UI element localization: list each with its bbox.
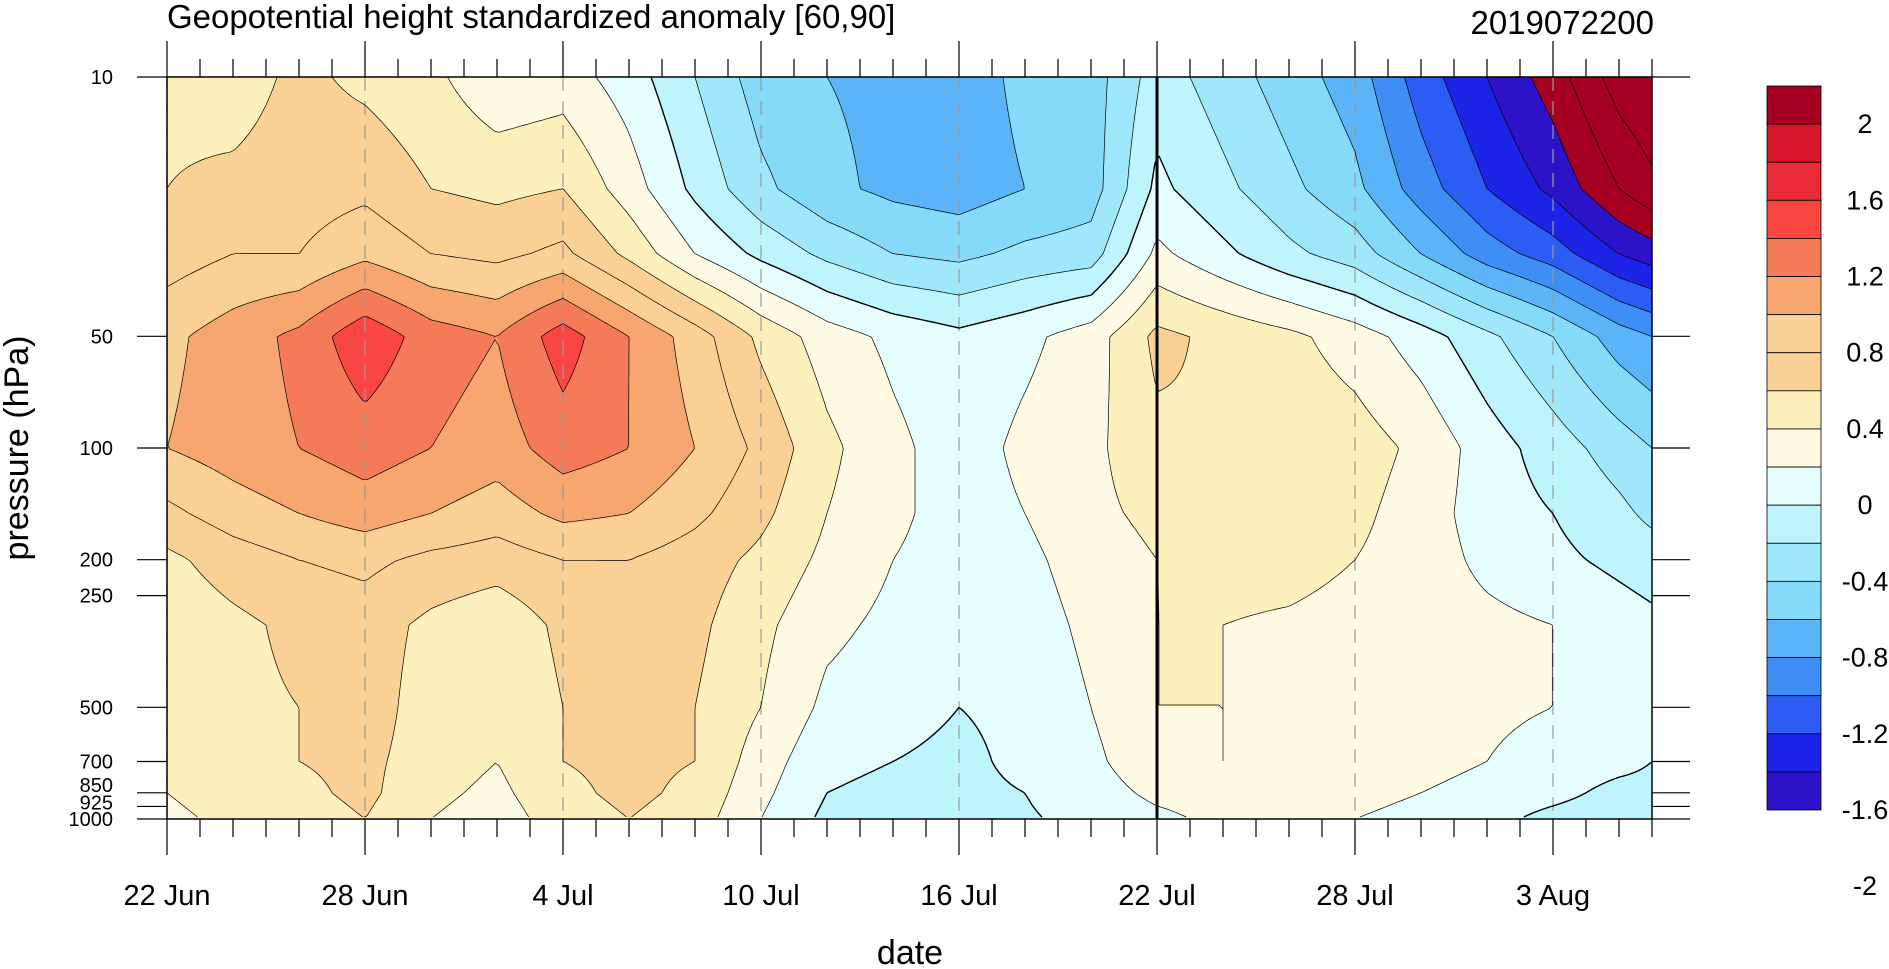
y-tick-label: 850: [80, 775, 113, 797]
contour-line: [738, 76, 1652, 448]
contour-lines: [166, 76, 1652, 818]
colorbar-label: -1.2: [1842, 719, 1889, 749]
colorbar-swatch: [1766, 161, 1822, 201]
y-tick-label: 10: [91, 67, 113, 89]
x-tick-label: 10 Jul: [722, 880, 799, 912]
colorbar-swatch: [1766, 733, 1822, 773]
contour-line: [1486, 76, 1652, 266]
colorbar-swatch: [1766, 504, 1822, 544]
x-tick-label: 22 Jul: [1118, 880, 1195, 912]
colorbar: 2 1.6 1.2 0.8 0.4 0 -0.4 -0.8 -1.2 -1.6 -2: [1766, 85, 1889, 901]
y-axis-label: pressure (hPa): [0, 336, 36, 561]
colorbar-swatch: [1766, 85, 1822, 125]
colorbar-swatch: [1766, 238, 1822, 277]
colorbar-label: -0.8: [1842, 643, 1889, 673]
colorbar-swatch: [1766, 771, 1822, 811]
chart-subtitle-datetime: 2019072200: [1470, 4, 1654, 41]
colorbar-label: 1.2: [1846, 262, 1884, 292]
x-tick-label: 28 Jun: [321, 880, 408, 912]
contour-line: [1569, 76, 1652, 211]
colorbar-label: -1.6: [1842, 795, 1889, 825]
x-axis-label: date: [877, 934, 943, 969]
colorbar-label: 0.8: [1846, 338, 1884, 368]
colorbar-swatch: [1766, 352, 1822, 392]
colorbar-swatch: [1766, 276, 1822, 316]
x-tick-label: 28 Jul: [1316, 880, 1393, 912]
colorbar-swatch: [1766, 314, 1822, 354]
anomaly-field: [167, 77, 1652, 819]
contour-line: [276, 288, 630, 481]
contour-line: [595, 76, 1553, 818]
y-tick-label: 500: [80, 697, 113, 719]
contour-line: [1442, 76, 1652, 290]
x-tick-label: 16 Jul: [920, 880, 997, 912]
colorbar-label: -0.4: [1842, 566, 1889, 596]
colorbar-swatch: [1766, 619, 1822, 658]
colorbar-swatch: [1766, 123, 1822, 163]
contour-line: [166, 205, 748, 582]
colorbar-swatch: [1766, 199, 1822, 239]
contour-line: [167, 261, 695, 532]
colorbar-label: 0: [1857, 490, 1872, 520]
contour-line: [694, 76, 1652, 529]
y-tick-label: 100: [80, 438, 113, 460]
plot-area: [166, 76, 1653, 820]
contour-line: [1404, 76, 1652, 313]
contour-line: [1371, 76, 1652, 337]
contour-line: [331, 316, 586, 402]
y-tick-label: 925: [80, 792, 113, 814]
colorbar-swatch: [1766, 466, 1822, 506]
colorbar-label: -2: [1853, 871, 1877, 901]
contour-line: [826, 76, 1652, 392]
y-tick-label: 50: [91, 326, 113, 348]
contour-line: [166, 76, 1191, 818]
colorbar-label: 0.4: [1846, 414, 1884, 444]
colorbar-label: 2: [1857, 109, 1872, 139]
chart-title: Geopotential height standardized anomaly…: [167, 0, 895, 35]
y-tick-label: 700: [80, 752, 113, 774]
colorbar-swatch: [1766, 390, 1822, 430]
y-tick-label: 1000: [69, 809, 114, 831]
colorbar-swatch: [1766, 695, 1822, 735]
colorbar-swatch: [1766, 657, 1822, 697]
y-tick-label: 250: [80, 586, 113, 608]
colorbar-swatch: [1766, 542, 1822, 582]
x-tick-label: 4 Jul: [532, 880, 593, 912]
x-axis-ticks: 22 Jun 28 Jun 4 Jul 10 Jul 16 Jul 22 Jul 28 Ju…: [123, 41, 1653, 912]
colorbar-swatch: [1766, 428, 1822, 468]
x-tick-label: 3 Aug: [1516, 880, 1590, 912]
colorbar-swatch: [1766, 580, 1822, 620]
colorbar-label: 1.6: [1846, 185, 1884, 215]
y-tick-label: 200: [80, 550, 113, 572]
x-tick-label: 22 Jun: [123, 880, 210, 912]
